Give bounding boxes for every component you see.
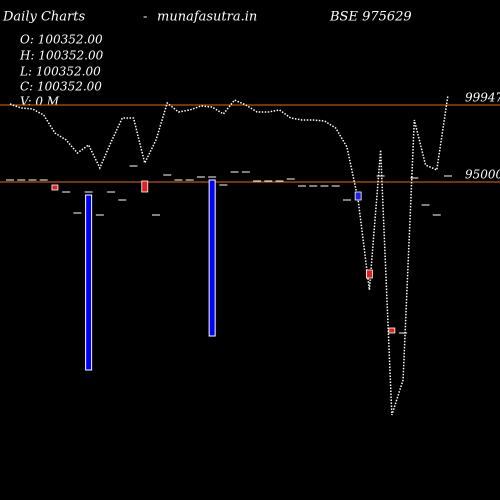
ohlc-label: L: 100352.00 (19, 65, 101, 79)
ohlc-label: O: 100352.00 (20, 33, 103, 47)
chart-title: Daily Charts (2, 10, 85, 25)
candle-body (354, 191, 362, 201)
ohlc-label: C: 100352.00 (20, 80, 102, 94)
y-tick-label: 95000 (465, 167, 500, 181)
y-tick-label: 99947 (465, 90, 500, 104)
candle-body (141, 180, 149, 193)
source: munafasutra.in (157, 10, 257, 25)
candle-body (365, 269, 373, 279)
volume-bar (85, 194, 93, 371)
separator: - (143, 10, 147, 25)
price-line (9, 94, 449, 416)
ohlc-label: V: 0 M (20, 95, 60, 109)
candle-body (51, 184, 59, 191)
symbol: BSE 975629 (329, 10, 412, 25)
ohlc-label: H: 100352.00 (19, 49, 104, 63)
volume-bar (208, 179, 216, 337)
candle-body (388, 327, 396, 334)
